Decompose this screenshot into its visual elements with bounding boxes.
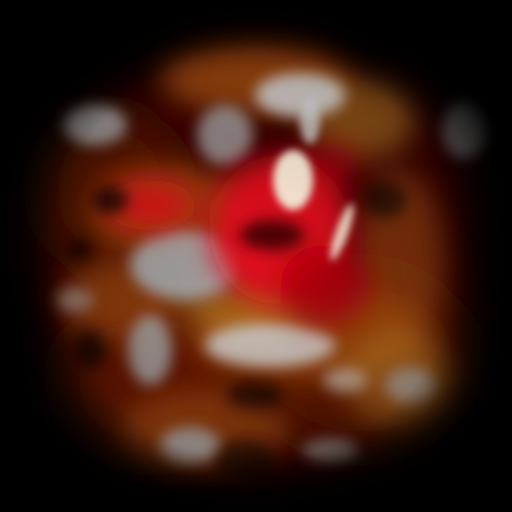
nebula-cloud	[0, 0, 512, 512]
nebula-image	[0, 0, 512, 512]
vignette	[0, 0, 512, 512]
